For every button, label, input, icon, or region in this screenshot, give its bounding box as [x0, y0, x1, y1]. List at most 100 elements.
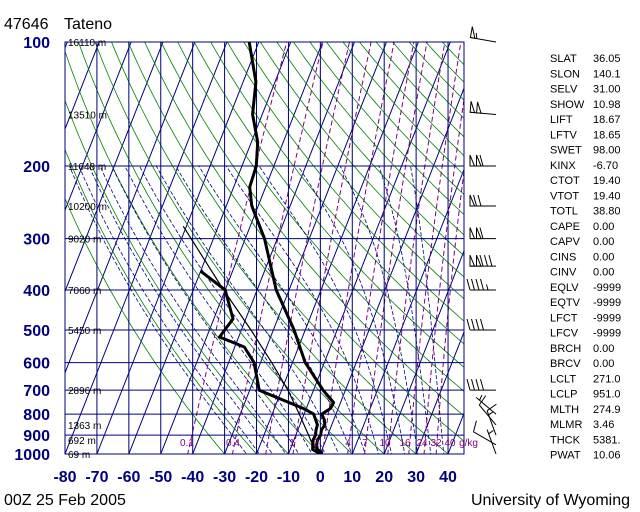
index-name: SWET	[550, 145, 582, 157]
dry-adiabat-line	[111, 42, 417, 454]
index-value: 140.1	[593, 68, 621, 80]
index-row: CAPE 0.00	[550, 221, 614, 233]
pressure-tick-label: 700	[23, 383, 50, 400]
moist-adiabat-line	[410, 165, 445, 454]
index-value: 18.67	[593, 114, 621, 126]
wind-barb-full	[480, 278, 484, 291]
wind-barb	[486, 429, 497, 455]
moist-adiabat-line	[88, 165, 274, 454]
isotherm-line	[447, 411, 464, 454]
wind-barb	[469, 254, 496, 267]
isotherm-line	[65, 42, 164, 293]
station-id: 47646	[4, 16, 49, 33]
index-row: CINV 0.00	[550, 267, 614, 279]
index-row: SWET 98.00	[550, 145, 621, 157]
dry-adiabat-line	[94, 42, 385, 454]
dry-adiabat-line	[326, 42, 464, 196]
pressure-tick-label: 900	[23, 428, 50, 445]
wind-barb-pennant	[469, 154, 476, 167]
index-name: MLMR	[550, 419, 582, 431]
mixing-ratio-line	[423, 96, 464, 454]
dry-adiabat-line	[65, 197, 226, 454]
height-label: 69 m	[68, 450, 90, 461]
pressure-tick-label: 600	[23, 356, 50, 373]
wind-barb-full	[466, 278, 471, 291]
index-name: LIFT	[550, 114, 573, 126]
wind-barb-pennant	[469, 254, 476, 267]
wind-barb-half	[486, 284, 489, 291]
dry-adiabat-line	[144, 42, 464, 442]
mixing-ratio-label: 4	[345, 438, 351, 449]
mixing-ratio-label: 1	[289, 438, 295, 449]
height-label: 2896 m	[68, 386, 101, 397]
temperature-tick-label: -30	[213, 469, 236, 486]
dry-adiabat-line	[160, 42, 464, 417]
dry-adiabat-line	[210, 42, 464, 345]
wind-barb-full	[488, 255, 493, 267]
mixing-ratio-label: g/kg	[459, 438, 478, 449]
index-name: LCLP	[550, 389, 578, 401]
index-value: 274.9	[593, 404, 621, 416]
temperature-tick-label: -60	[117, 469, 140, 486]
isotherm-line	[65, 42, 228, 454]
index-name: LCLT	[550, 373, 576, 385]
mixing-ratio-line	[387, 42, 446, 454]
wind-barb-full	[484, 255, 488, 267]
dry-adiabat-line	[276, 42, 464, 257]
temperature-tick-label: 10	[343, 469, 361, 486]
index-value: -9999	[593, 312, 621, 324]
mixing-ratio-line	[231, 42, 324, 454]
wind-barb-full	[466, 379, 471, 391]
wind-barb	[469, 154, 496, 167]
height-label: 10200 m	[68, 202, 107, 213]
isotherm-line	[65, 42, 100, 131]
temperature-tick-label: -70	[85, 469, 108, 486]
moist-adiabat-line	[175, 165, 353, 454]
index-name: LFCV	[550, 328, 579, 340]
index-value: -9999	[593, 282, 621, 294]
dewpoint-line	[199, 270, 322, 454]
moist-adiabat-line	[339, 165, 419, 454]
index-name: BRCV	[550, 358, 581, 370]
mixing-ratio-label: 24	[416, 438, 428, 449]
wind-barb-full	[466, 318, 471, 331]
isotherm-line	[351, 168, 464, 454]
index-row: EQTV -9999	[550, 297, 621, 309]
index-value: 0.00	[593, 251, 614, 263]
index-value: 0.00	[593, 358, 614, 370]
index-row: LCLT 271.0	[550, 373, 621, 385]
wind-barb-pennant	[469, 227, 476, 240]
index-name: SLON	[550, 68, 580, 80]
index-name: LFCT	[550, 312, 578, 324]
mixing-ratio-label: 32	[430, 438, 442, 449]
index-name: LFTV	[550, 129, 578, 141]
index-row: MLMR 3.46	[550, 419, 614, 431]
wind-barb-full	[478, 395, 487, 406]
index-name: PWAT	[550, 450, 581, 462]
pressure-tick-label: 500	[23, 323, 50, 340]
index-name: CINS	[550, 251, 576, 263]
index-name: BRCH	[550, 343, 581, 355]
temperature-line	[247, 42, 336, 454]
temperature-tick-label: -10	[277, 469, 300, 486]
temperature-tick-label: 30	[407, 469, 425, 486]
isotherm-line	[192, 42, 356, 454]
wind-barb-staff	[478, 404, 497, 426]
wind-barb-full	[477, 194, 482, 207]
wind-barb-pennant	[476, 154, 482, 167]
index-value: 31.00	[593, 84, 621, 96]
wind-barb-full	[475, 278, 480, 291]
dry-adiabat-line	[259, 42, 464, 278]
wind-barb-full	[475, 318, 480, 331]
dry-adiabat-line	[193, 42, 464, 368]
index-name: KINX	[550, 160, 576, 172]
index-row: SHOW 10.98	[550, 99, 621, 111]
wind-barb-pennant	[469, 26, 476, 39]
footer-source: University of Wyoming	[471, 492, 630, 509]
index-value: 38.80	[593, 206, 621, 218]
index-row: SELV 31.00	[550, 84, 621, 96]
wind-barb	[469, 101, 497, 116]
wind-barb	[475, 394, 497, 415]
index-name: CTOT	[550, 175, 580, 187]
